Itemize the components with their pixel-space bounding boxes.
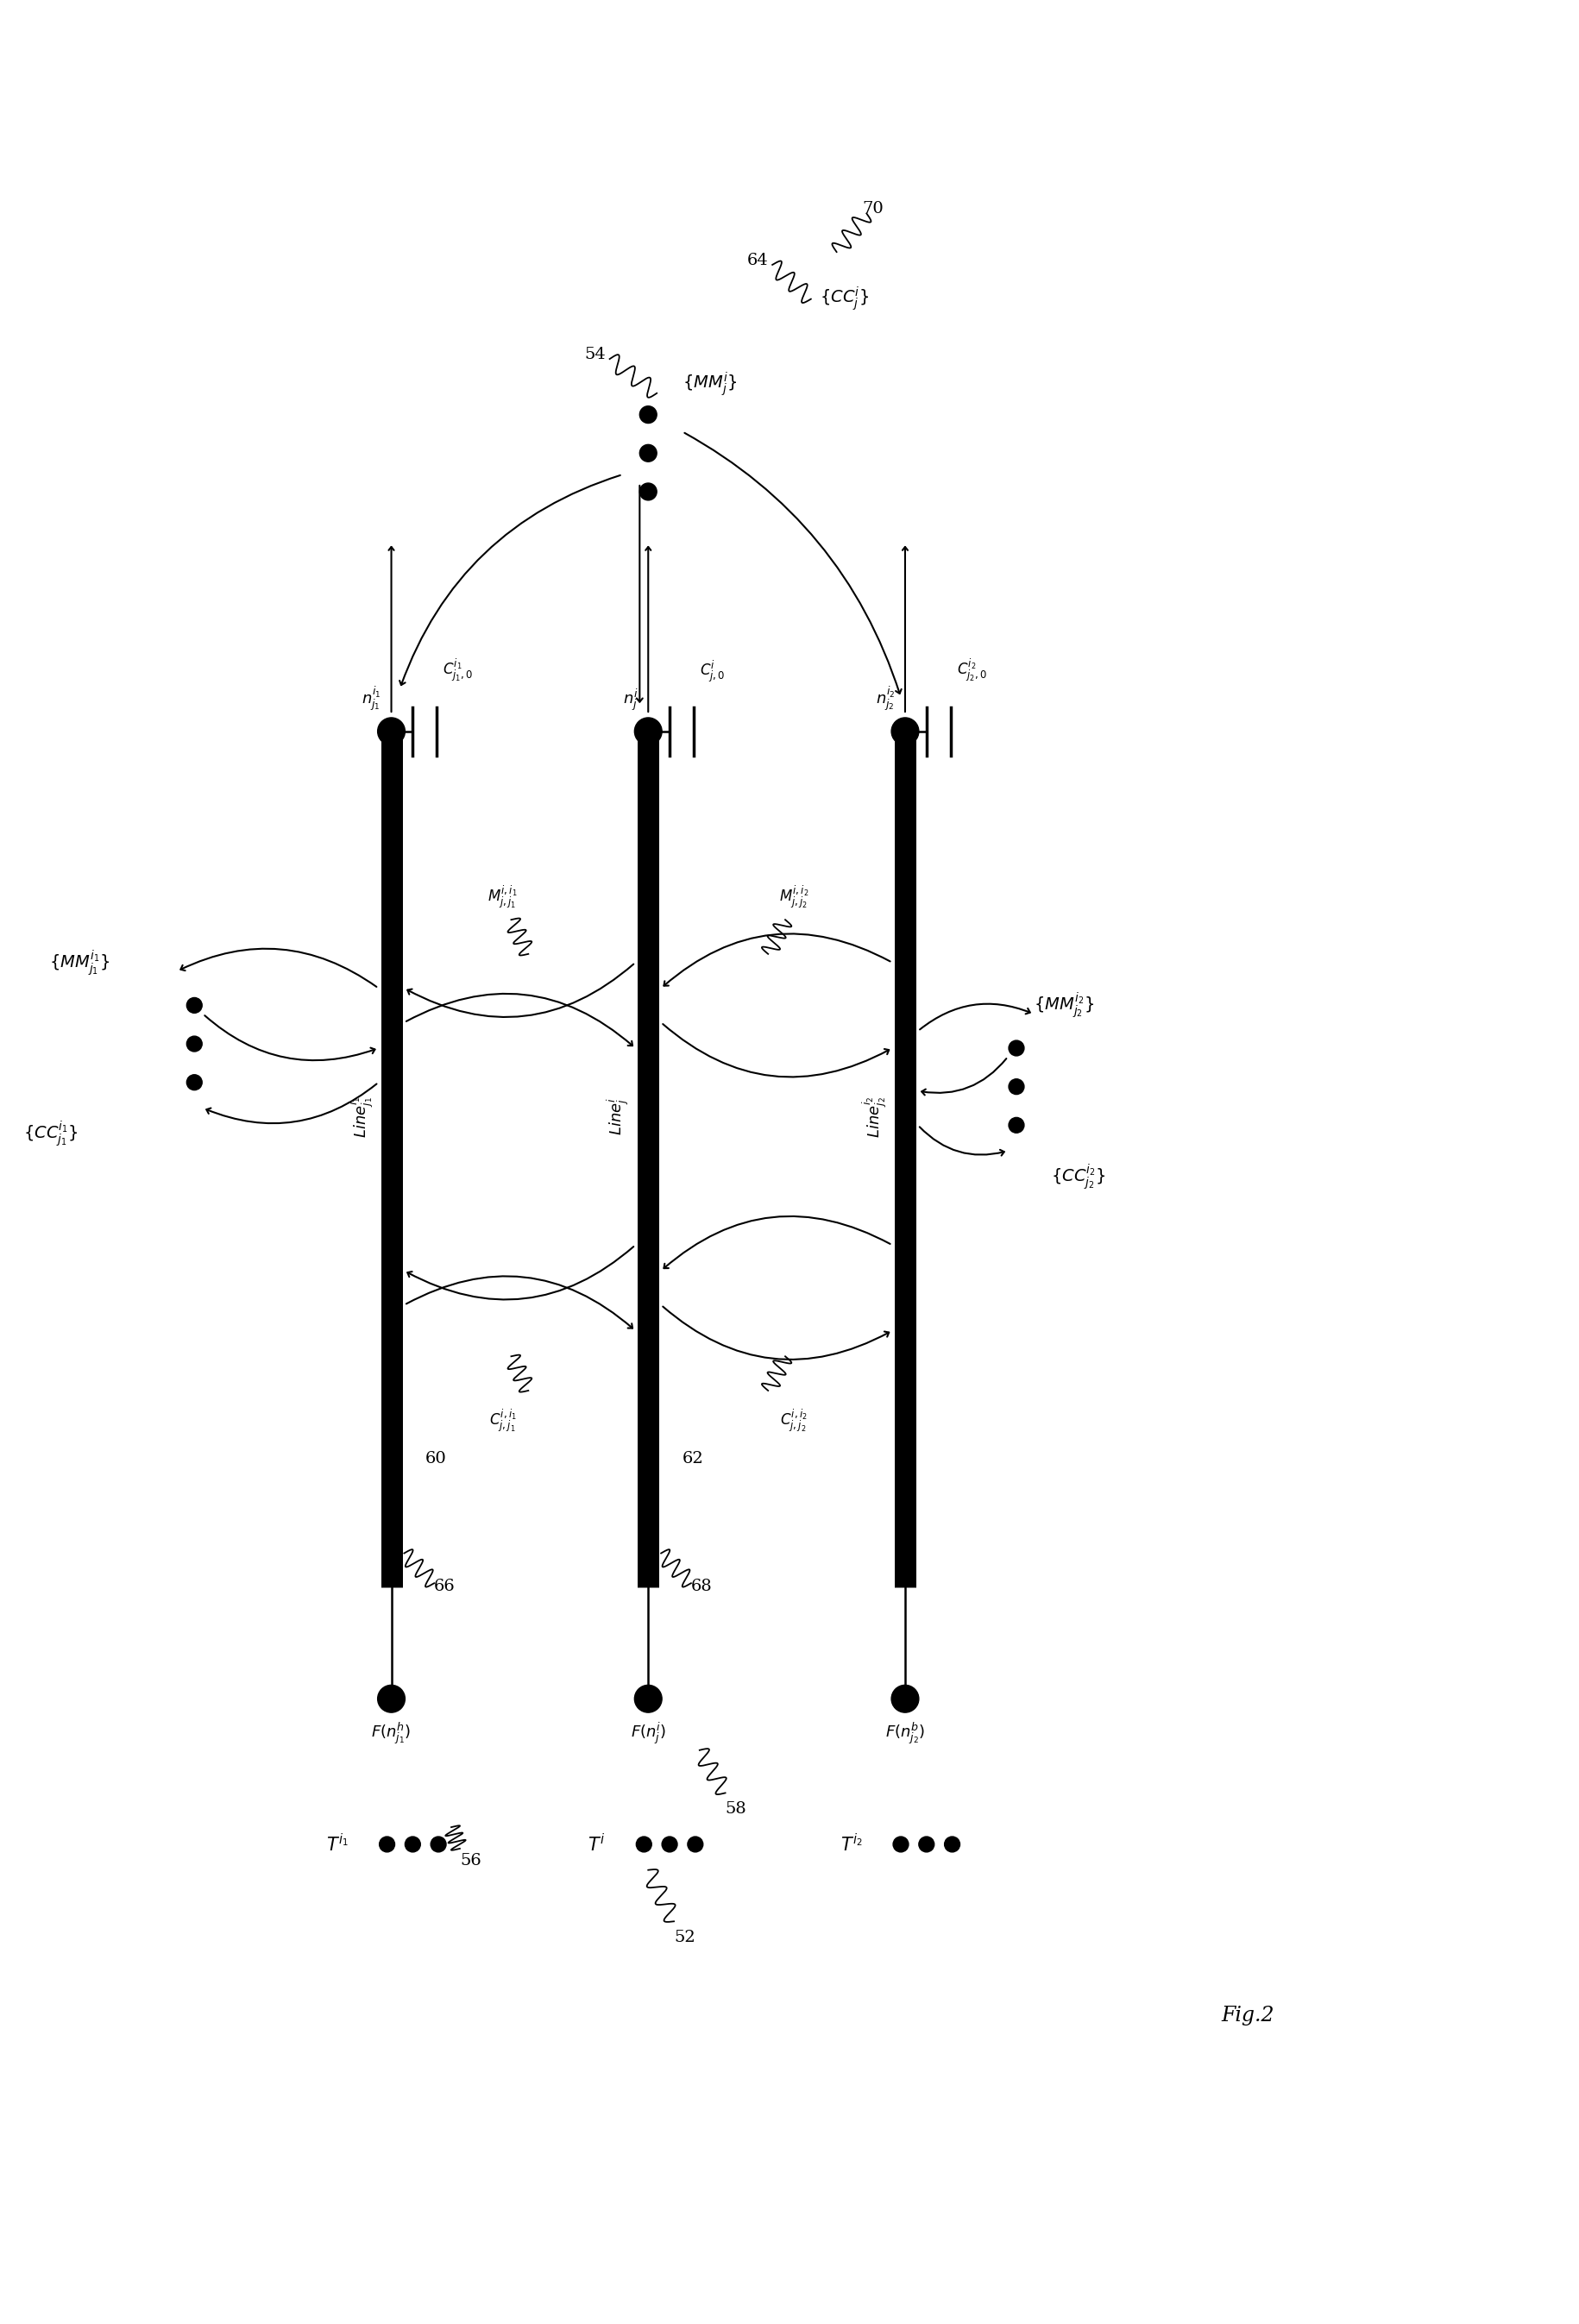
Text: 52: 52 bbox=[674, 1929, 695, 1945]
Text: $Line^{i_2}_{j_2}$: $Line^{i_2}_{j_2}$ bbox=[862, 1095, 889, 1136]
Circle shape bbox=[431, 1836, 447, 1852]
Text: $F(n^i_j)$: $F(n^i_j)$ bbox=[630, 1720, 666, 1745]
Circle shape bbox=[639, 483, 657, 500]
Circle shape bbox=[1009, 1078, 1025, 1095]
Text: $T^i$: $T^i$ bbox=[587, 1834, 605, 1855]
Text: 64: 64 bbox=[747, 253, 767, 267]
Text: 62: 62 bbox=[682, 1450, 704, 1466]
Text: 60: 60 bbox=[426, 1450, 447, 1466]
Text: $C^{i_2}_{j_2,0}$: $C^{i_2}_{j_2,0}$ bbox=[957, 658, 987, 683]
Circle shape bbox=[186, 1037, 202, 1050]
Text: $M^{i,i_1}_{j,j_1}$: $M^{i,i_1}_{j,j_1}$ bbox=[488, 883, 518, 911]
Text: $C^{i,i_2}_{j,j_2}$: $C^{i,i_2}_{j,j_2}$ bbox=[780, 1408, 807, 1434]
Circle shape bbox=[1009, 1041, 1025, 1055]
Text: $\{CC^i_j\}$: $\{CC^i_j\}$ bbox=[820, 284, 868, 311]
Circle shape bbox=[892, 718, 919, 746]
Text: $\{CC^{i_1}_{j_1}\}$: $\{CC^{i_1}_{j_1}\}$ bbox=[24, 1120, 77, 1148]
Circle shape bbox=[635, 718, 662, 746]
Text: $n^{i_2}_{j_2}$: $n^{i_2}_{j_2}$ bbox=[875, 686, 895, 713]
Text: $Line^{i_1}_{j_1}$: $Line^{i_1}_{j_1}$ bbox=[347, 1095, 374, 1136]
Text: 66: 66 bbox=[434, 1578, 455, 1594]
Text: $T^{i_1}$: $T^{i_1}$ bbox=[327, 1834, 349, 1855]
Text: $\{MM^{i_1}_{j_1}\}$: $\{MM^{i_1}_{j_1}\}$ bbox=[49, 948, 109, 976]
Text: $n^{i_1}_{j_1}$: $n^{i_1}_{j_1}$ bbox=[362, 686, 381, 713]
Text: $\{MM^{i_2}_{j_2}\}$: $\{MM^{i_2}_{j_2}\}$ bbox=[1034, 990, 1094, 1020]
Circle shape bbox=[894, 1836, 908, 1852]
Text: $C^{i_1}_{j_1,0}$: $C^{i_1}_{j_1,0}$ bbox=[442, 658, 472, 683]
Circle shape bbox=[636, 1836, 652, 1852]
Circle shape bbox=[919, 1836, 935, 1852]
Text: $\{MM^i_j\}$: $\{MM^i_j\}$ bbox=[682, 370, 737, 397]
Circle shape bbox=[406, 1836, 420, 1852]
Circle shape bbox=[635, 1685, 662, 1713]
Text: $C^{i,i_1}_{j,j_1}$: $C^{i,i_1}_{j,j_1}$ bbox=[489, 1408, 516, 1434]
Circle shape bbox=[687, 1836, 703, 1852]
Text: $F(n^h_{j_1})$: $F(n^h_{j_1})$ bbox=[371, 1720, 411, 1745]
Text: $T^{i_2}$: $T^{i_2}$ bbox=[840, 1834, 862, 1855]
Text: $C^i_{j,0}$: $C^i_{j,0}$ bbox=[699, 660, 725, 683]
Text: $M^{i,i_2}_{j,j_2}$: $M^{i,i_2}_{j,j_2}$ bbox=[778, 883, 808, 911]
Circle shape bbox=[639, 407, 657, 423]
Circle shape bbox=[186, 997, 202, 1013]
Text: $F(n^b_{j_2})$: $F(n^b_{j_2})$ bbox=[886, 1720, 925, 1745]
Text: $Line^i_j$: $Line^i_j$ bbox=[605, 1097, 632, 1136]
Text: 56: 56 bbox=[459, 1852, 482, 1868]
Circle shape bbox=[186, 1074, 202, 1090]
Text: 70: 70 bbox=[862, 202, 884, 216]
Circle shape bbox=[639, 444, 657, 462]
Text: $\{CC^{i_2}_{j_2}\}$: $\{CC^{i_2}_{j_2}\}$ bbox=[1050, 1162, 1105, 1192]
Circle shape bbox=[377, 718, 406, 746]
Text: 58: 58 bbox=[725, 1801, 747, 1817]
Text: 68: 68 bbox=[692, 1578, 712, 1594]
Circle shape bbox=[1009, 1118, 1025, 1132]
Text: 54: 54 bbox=[584, 346, 605, 363]
Circle shape bbox=[662, 1836, 677, 1852]
Text: Fig.2: Fig.2 bbox=[1221, 2006, 1274, 2027]
Text: $n^i_j$: $n^i_j$ bbox=[622, 688, 638, 713]
Circle shape bbox=[379, 1836, 395, 1852]
Circle shape bbox=[892, 1685, 919, 1713]
Circle shape bbox=[377, 1685, 406, 1713]
Circle shape bbox=[944, 1836, 960, 1852]
